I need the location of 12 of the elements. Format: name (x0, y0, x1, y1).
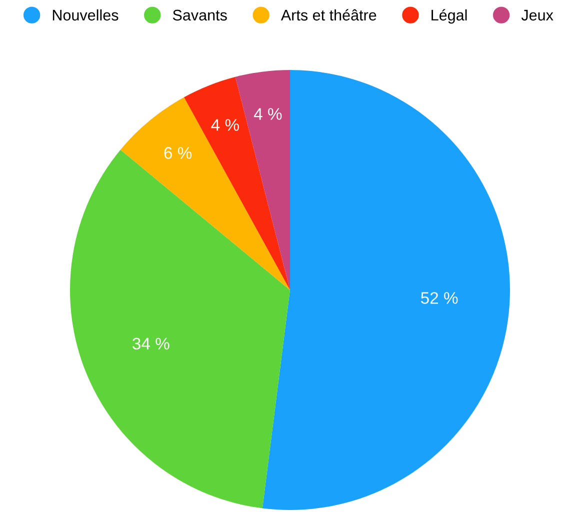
legend-label: Jeux (521, 10, 554, 21)
legend-label: Arts et théâtre (280, 9, 376, 21)
pie-slice (120, 97, 290, 290)
pie-slice (262, 70, 510, 510)
legend-label: Légal (432, 9, 467, 24)
data-label: 6 % (164, 147, 192, 159)
data-label: 52 % (420, 292, 458, 304)
legend-label: Nouvelles (52, 9, 118, 21)
data-label: 34 % (132, 338, 170, 350)
data-label: 4 % (211, 119, 239, 131)
data-label: 4 % (254, 108, 282, 120)
legend-label: Savants (172, 10, 227, 21)
